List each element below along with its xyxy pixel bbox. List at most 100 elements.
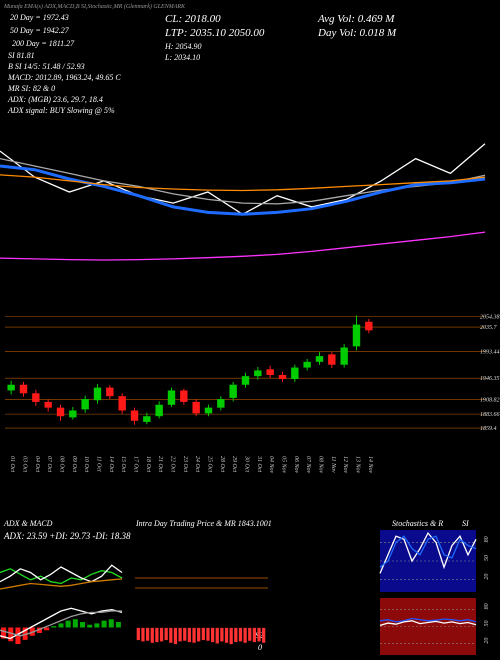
y-tick-label: 50 bbox=[484, 621, 490, 627]
y-tick-label: 80 bbox=[484, 603, 490, 609]
si14: B SI 14/5: 51.48 / 52.93 bbox=[8, 62, 85, 71]
date-label: 22 Oct bbox=[170, 456, 176, 472]
candle-body bbox=[167, 390, 176, 405]
bar bbox=[108, 619, 114, 628]
bar bbox=[22, 627, 28, 640]
candle-body bbox=[328, 354, 336, 365]
candle-body bbox=[7, 384, 15, 391]
bar bbox=[187, 627, 192, 643]
series-line bbox=[0, 564, 123, 583]
date-label: 04 Nov bbox=[268, 456, 275, 474]
date-label: 13 Nov bbox=[355, 456, 361, 474]
high: H: 2054.90 bbox=[164, 42, 201, 51]
candle-body bbox=[278, 375, 287, 380]
panel-title: Intra Day Trading Price & MR 1843.1001 bbox=[135, 519, 272, 528]
adx-signal: ADX signal: BUY Slowing @ 5% bbox=[7, 106, 115, 115]
ltp: LTP: 2035.10 2050.00 bbox=[164, 27, 265, 39]
date-label: 14 Oct bbox=[108, 456, 115, 472]
candle-body bbox=[155, 404, 163, 417]
date-label: 06 Nov bbox=[293, 456, 299, 474]
date-label: 09 Oct bbox=[71, 456, 77, 472]
close: CL: 2018.00 bbox=[165, 13, 221, 25]
low: L: 2034.10 bbox=[164, 53, 200, 62]
date-label: 08 Oct bbox=[59, 456, 65, 472]
bar bbox=[1, 627, 7, 639]
date-label: 04 Oct bbox=[34, 456, 41, 472]
date-label: 07 Oct bbox=[46, 456, 52, 472]
candle-body bbox=[180, 390, 188, 402]
date-label: 21 Oct bbox=[157, 456, 163, 472]
date-label: 28 Oct bbox=[219, 456, 225, 472]
bar bbox=[215, 627, 219, 644]
y-tick-label: 2035.7 bbox=[480, 325, 498, 331]
date-label: 05 Nov bbox=[281, 456, 287, 474]
bar bbox=[248, 627, 252, 641]
bar bbox=[65, 620, 71, 628]
bar bbox=[229, 627, 233, 645]
series-line bbox=[0, 174, 486, 192]
date-label: 30 Oct bbox=[244, 455, 250, 472]
candle-body bbox=[130, 410, 139, 421]
si: SI 81.81 bbox=[8, 51, 35, 60]
bar bbox=[210, 627, 215, 643]
candle-body bbox=[19, 384, 28, 394]
macd: MACD: 2012.89, 1963.24, 49.65 C bbox=[7, 73, 121, 82]
series-line bbox=[0, 164, 486, 216]
date-label: 11 Nov bbox=[330, 456, 336, 473]
bar bbox=[262, 627, 266, 643]
y-tick-label: 80 bbox=[484, 536, 490, 542]
date-label: 12 Nov bbox=[342, 456, 348, 474]
panel-title: ADX & MACD bbox=[3, 519, 53, 528]
candle-body bbox=[32, 393, 40, 402]
series-line bbox=[379, 535, 477, 568]
bar bbox=[94, 623, 100, 628]
avg-vol: Avg Vol: 0.469 M bbox=[317, 13, 395, 25]
bar bbox=[257, 627, 261, 642]
y-tick-label: 1883.66 bbox=[480, 412, 500, 418]
bar bbox=[164, 627, 168, 641]
date-label: 23 Oct bbox=[182, 456, 188, 472]
candle-body bbox=[229, 384, 237, 398]
candle-body bbox=[192, 401, 200, 414]
adx-values: ADX: 23.59 +DI: 29.73 -DI: 18.38 bbox=[3, 531, 131, 541]
candle-body bbox=[241, 376, 250, 385]
y-tick-label: 1946.35 bbox=[480, 375, 500, 382]
date-label: 07 Nov bbox=[305, 456, 311, 474]
bar bbox=[183, 627, 187, 641]
bar bbox=[87, 624, 93, 628]
series-line bbox=[379, 620, 477, 627]
candle-body bbox=[56, 407, 65, 417]
bar bbox=[192, 627, 196, 643]
bar bbox=[58, 623, 64, 628]
series-line bbox=[0, 610, 122, 637]
series-line bbox=[0, 607, 123, 640]
date-label: 29 Oct bbox=[231, 456, 237, 472]
bar bbox=[234, 627, 238, 643]
y-tick-label: 50 bbox=[484, 555, 490, 561]
ma20: 20 Day = 1972.43 bbox=[10, 13, 69, 22]
date-label: 08 Nov bbox=[318, 456, 324, 474]
series-line bbox=[379, 617, 477, 623]
series-line bbox=[0, 568, 123, 585]
bar bbox=[80, 622, 86, 628]
y-tick-label: 20 bbox=[484, 638, 490, 644]
zero-label: 0 bbox=[258, 643, 262, 652]
date-label: 17 Oct bbox=[133, 456, 139, 472]
bar bbox=[243, 627, 247, 643]
bar bbox=[197, 627, 201, 642]
candle-body bbox=[143, 416, 151, 422]
candle-body bbox=[204, 407, 213, 414]
bar bbox=[169, 627, 173, 643]
ma50: 50 Day = 1942.27 bbox=[10, 26, 70, 35]
candle-body bbox=[44, 401, 52, 408]
bar bbox=[224, 627, 229, 643]
y-tick-label: 2054.38 bbox=[480, 313, 500, 320]
date-label: 01 Oct bbox=[9, 456, 15, 472]
series-line bbox=[379, 531, 477, 574]
bar bbox=[51, 626, 57, 628]
bar bbox=[178, 627, 182, 642]
adx: ADX: (MGB) 23.6, 29.7, 18.4 bbox=[7, 95, 103, 104]
date-label: 18 Oct bbox=[145, 456, 151, 472]
bar bbox=[36, 627, 42, 633]
